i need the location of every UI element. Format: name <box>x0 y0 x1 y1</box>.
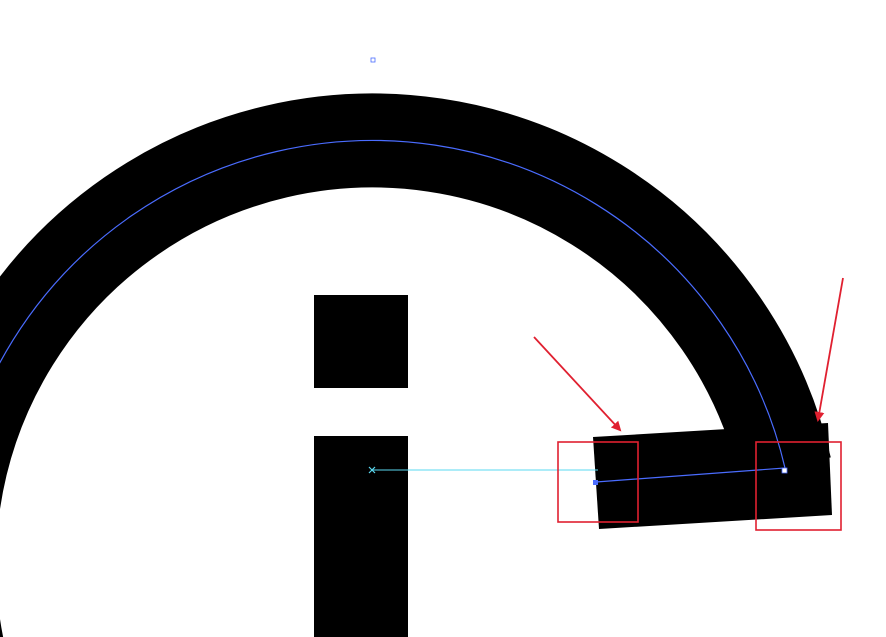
guide-center-marker <box>368 466 376 474</box>
selected-path[interactable] <box>0 139 786 637</box>
anchor-point-right-end[interactable] <box>781 467 788 474</box>
arrow-to-left-end <box>533 336 622 432</box>
right-end-highlight <box>755 441 842 531</box>
anchor-point-top[interactable] <box>370 57 376 63</box>
left-end-highlight <box>557 441 639 523</box>
anchor-point-left-end[interactable] <box>593 480 598 485</box>
i-dot <box>314 295 408 388</box>
i-stem <box>314 436 408 637</box>
arc-end-segment <box>593 423 832 529</box>
arrow-to-right-end <box>814 277 844 422</box>
